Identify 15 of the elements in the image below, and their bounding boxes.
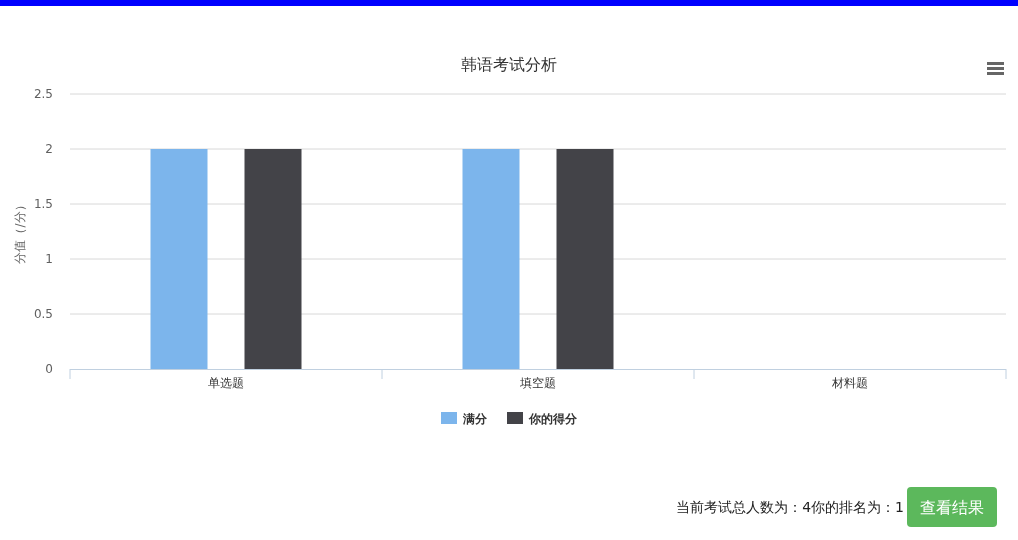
y-axis-title: 分值（/分） — [13, 199, 27, 264]
x-tick-label: 填空题 — [519, 376, 556, 390]
x-tick-label: 单选题 — [208, 376, 244, 390]
y-tick-label: 2 — [45, 142, 53, 156]
legend-label: 满分 — [462, 412, 488, 426]
y-tick-label: 0 — [45, 362, 53, 376]
y-tick-label: 1 — [45, 252, 53, 266]
y-tick-label: 1.5 — [33, 197, 53, 211]
x-tick-label: 材料题 — [831, 376, 868, 390]
text: 查看结果 — [920, 498, 984, 517]
y-tick-label: 0.5 — [33, 307, 53, 321]
legend-label: 你的得分 — [528, 412, 578, 426]
y-tick-label: 2.5 — [33, 87, 53, 101]
chart-title: 韩语考试分析 — [461, 55, 557, 74]
text: 当前考试总人数为：4你的排名为：1 — [676, 499, 904, 515]
